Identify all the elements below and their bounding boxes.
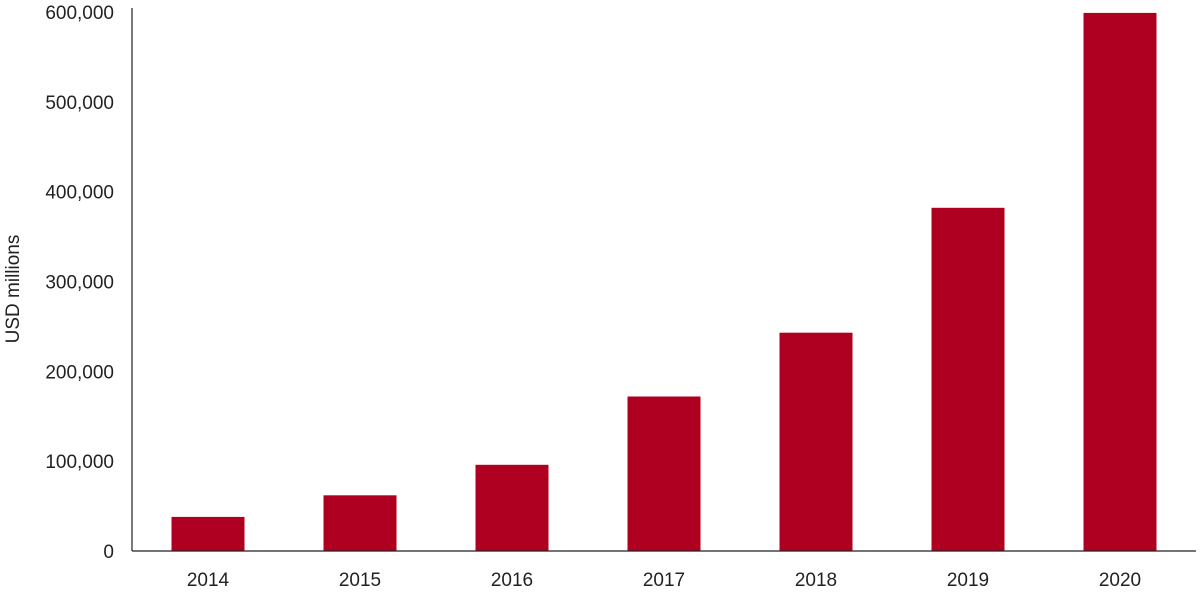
y-tick-label: 300,000 <box>45 273 114 294</box>
y-tick-label: 0 <box>103 542 114 563</box>
y-tick-label: 200,000 <box>45 362 114 383</box>
bar-2018 <box>779 332 853 551</box>
bar-2020 <box>1083 12 1157 551</box>
x-tick-label: 2019 <box>947 570 989 591</box>
bar-2015 <box>323 495 397 551</box>
x-tick-label: 2017 <box>643 570 685 591</box>
bar-2016 <box>475 464 549 551</box>
y-axis-title: USD millions <box>3 235 24 344</box>
x-tick-label: 2018 <box>795 570 837 591</box>
x-tick-label: 2015 <box>339 570 381 591</box>
y-tick-label: 600,000 <box>45 3 114 24</box>
y-tick-label: 100,000 <box>45 452 114 473</box>
x-tick-label: 2014 <box>187 570 230 591</box>
bar-2017 <box>627 396 701 551</box>
labels-layer: 0 100,000 200,000 300,000 400,000 500,000 600,… <box>45 3 1141 591</box>
y-tick-label: 400,000 <box>45 183 114 204</box>
x-tick-label: 2020 <box>1099 570 1141 591</box>
y-tick-label: 500,000 <box>45 93 114 114</box>
bars-layer <box>171 12 1157 552</box>
bar-2014 <box>171 516 245 551</box>
x-tick-label: 2016 <box>491 570 533 591</box>
axes-layer <box>131 8 1196 552</box>
bar-2019 <box>931 207 1005 552</box>
